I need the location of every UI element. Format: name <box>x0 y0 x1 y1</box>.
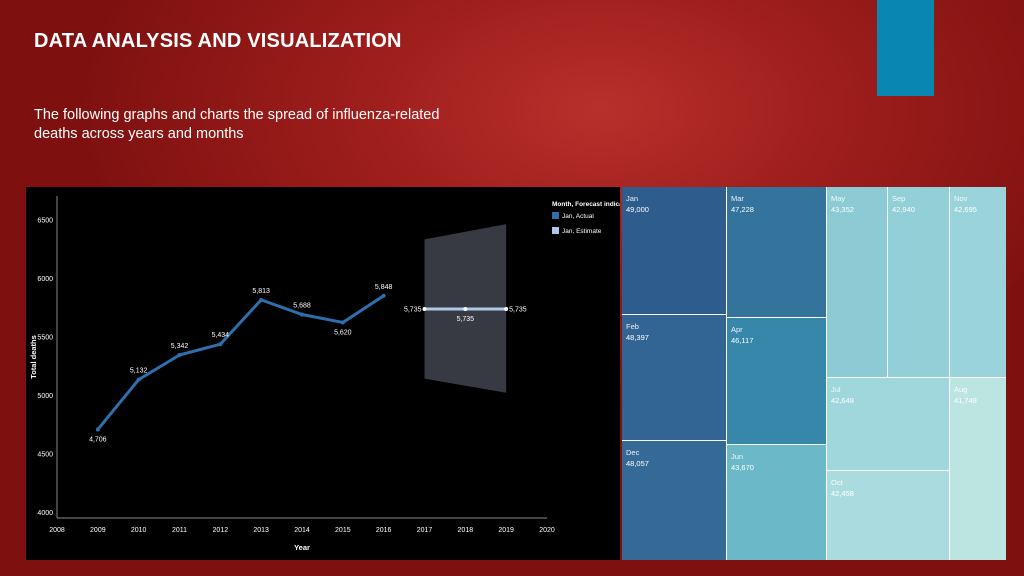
x-tick-label: 2013 <box>253 527 269 534</box>
treemap-tile-value: 42,648 <box>831 396 854 405</box>
data-label: 5,688 <box>293 302 311 309</box>
line-chart: 4000 4500 5000 5500 6000 6500 2008 2009 2010 2011… <box>29 196 620 552</box>
treemap-tile-label: Nov <box>954 194 968 203</box>
x-axis-label: Year <box>294 543 310 552</box>
data-point <box>259 297 264 302</box>
legend-swatch <box>552 227 559 234</box>
treemap-tile-label: Mar <box>731 194 744 203</box>
treemap-tile-label: Apr <box>731 325 743 334</box>
y-tick-label: 6500 <box>37 217 53 224</box>
x-tick-label: 2019 <box>498 527 514 534</box>
treemap-tile-label: Oct <box>831 478 843 487</box>
treemap-tile-label: Dec <box>626 448 640 457</box>
treemap-tile-jan: Jan 49,000 <box>622 187 726 314</box>
treemap-tile-value: 41,748 <box>954 396 977 405</box>
x-tick-label: 2011 <box>172 527 187 534</box>
treemap-tile-sep: Sep 42,940 <box>888 187 949 377</box>
accent-bar <box>877 0 934 96</box>
data-point <box>300 312 304 317</box>
y-tick-label: 4500 <box>37 452 53 459</box>
treemap-tile-value: 43,670 <box>731 463 754 472</box>
data-label: 5,620 <box>334 329 352 336</box>
treemap-tile-value: 46,117 <box>731 336 754 345</box>
treemap-tile-value: 48,397 <box>626 333 649 342</box>
data-point <box>504 306 509 311</box>
y-tick-label: 5500 <box>37 335 53 342</box>
data-label: 5,434 <box>212 332 230 339</box>
treemap-tile-label: May <box>831 194 846 203</box>
data-label: 4,706 <box>89 436 107 443</box>
treemap-tile-value: 49,000 <box>626 205 649 214</box>
treemap-tile-label: Jun <box>731 452 744 461</box>
line-chart-panel: 4000 4500 5000 5500 6000 6500 2008 2009 2010 2011… <box>26 187 620 560</box>
treemap-tile-nov: Nov 42,695 <box>950 187 1006 377</box>
data-point <box>136 377 141 382</box>
data-label: 5,342 <box>171 343 189 350</box>
treemap-tile-value: 42,695 <box>954 205 977 214</box>
x-tick-label: 2018 <box>458 527 474 534</box>
x-tick-label: 2020 <box>539 527 555 534</box>
treemap-tile-label: Sep <box>892 194 906 203</box>
data-point <box>218 342 223 347</box>
data-point <box>95 427 100 432</box>
treemap-tile-value: 48,057 <box>626 459 649 468</box>
treemap-tile-feb: Feb 48,397 <box>622 315 726 440</box>
treemap-tile-dec: Dec 48,057 <box>622 441 726 560</box>
treemap-tile-mar: Mar 47,228 <box>727 187 826 317</box>
x-tick-label: 2015 <box>335 527 351 534</box>
x-tick-label: 2010 <box>131 527 147 534</box>
y-tick-label: 4000 <box>37 510 53 517</box>
y-axis-label: Total deaths <box>29 335 38 379</box>
treemap-tile-label: Jul <box>831 385 841 394</box>
data-label: 5,813 <box>252 288 270 295</box>
data-label: 5,735 <box>404 306 422 313</box>
x-tick-label: 2017 <box>417 527 433 534</box>
x-tick-label: 2014 <box>294 527 310 534</box>
x-tick-label: 2008 <box>49 527 65 534</box>
treemap-tile-jun: Jun 43,670 <box>727 445 826 560</box>
slide-title: DATA ANALYSIS AND VISUALIZATION <box>34 30 402 52</box>
treemap-tile-oct: Oct 42,458 <box>827 471 949 560</box>
y-tick-label: 6000 <box>37 276 53 283</box>
treemap-tile-value: 47,228 <box>731 205 754 214</box>
treemap-tile-label: Feb <box>626 322 639 331</box>
slide-subtitle: The following graphs and charts the spre… <box>34 107 440 142</box>
data-label: 5,132 <box>130 368 148 375</box>
treemap-tile-value: 43,352 <box>831 205 854 214</box>
treemap-tile-label: Jan <box>626 194 639 203</box>
data-label: 5,735 <box>457 316 475 323</box>
data-point <box>177 353 182 358</box>
data-point <box>422 306 427 311</box>
treemap-tile-value: 42,458 <box>831 489 854 498</box>
series-line-0 <box>96 294 385 431</box>
legend-swatch <box>552 212 559 219</box>
treemap-tile-aug: Aug 41,748 <box>950 378 1006 560</box>
treemap-tile-may: May 43,352 <box>827 187 887 377</box>
data-point <box>463 306 468 311</box>
legend-title: Month, Forecast indicator <box>552 201 620 208</box>
treemap-tile-label: Aug <box>954 385 968 394</box>
data-label: 5,735 <box>509 306 527 313</box>
x-tick-label: 2012 <box>213 527 229 534</box>
x-tick-label: 2016 <box>376 527 392 534</box>
legend-label: Jan, Estimate <box>562 228 602 235</box>
legend-label: Jan, Actual <box>562 213 594 220</box>
data-label: 5,848 <box>375 284 393 291</box>
x-tick-label: 2009 <box>90 527 106 534</box>
y-tick-label: 5000 <box>37 393 53 400</box>
treemap-tile-apr: Apr 46,117 <box>727 318 826 444</box>
data-point <box>381 293 386 298</box>
data-point <box>340 320 345 325</box>
month-treemap: Jan 49,000 Feb 48,397 Dec 48,057 Mar 47,228 Apr 4… <box>622 187 1006 560</box>
treemap-tile-value: 42,940 <box>892 205 915 214</box>
treemap-tile-jul: Jul 42,648 <box>827 378 949 470</box>
